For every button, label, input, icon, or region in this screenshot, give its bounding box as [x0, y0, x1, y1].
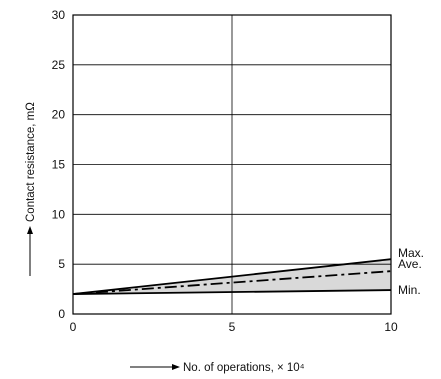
plot-frame: [72, 14, 392, 315]
series-lines: [72, 258, 392, 295]
y-axis-title: Contact resistance, mΩ: [25, 102, 37, 222]
series-line-max: [72, 258, 392, 295]
x-tick-label: 10: [384, 320, 398, 334]
series-label-ave: Ave.: [398, 257, 422, 271]
x-tick-label: 0: [70, 320, 77, 334]
y-tick-label: 30: [52, 8, 66, 22]
series-line-ave: [72, 270, 392, 295]
y-axis-title-group: Contact resistance, mΩ: [25, 102, 37, 276]
grid-lines: [73, 15, 391, 314]
x-axis-title-group: No. of operations, × 10⁴: [130, 362, 305, 374]
series-line-min: [72, 289, 392, 295]
series-label-max: Max.: [398, 246, 424, 260]
x-tick-labels: 0 5 10: [70, 320, 398, 334]
y-tick-label: 5: [58, 257, 65, 271]
y-axis-arrow-head: [27, 226, 33, 234]
y-tick-label: 0: [58, 307, 65, 321]
series-label-min: Min.: [398, 283, 421, 297]
series-labels: Max.Ave. Min.: [398, 246, 424, 297]
x-axis-arrow-head: [172, 364, 180, 370]
y-tick-label: 25: [52, 58, 66, 72]
x-tick-label: 5: [229, 320, 236, 334]
y-tick-label: 15: [52, 158, 66, 172]
y-tick-label: 10: [52, 207, 66, 221]
y-tick-label: 20: [52, 108, 66, 122]
y-tick-labels: 0 5 10 15 20 25 30: [52, 8, 66, 321]
x-axis-title: No. of operations, × 10⁴: [183, 362, 305, 374]
